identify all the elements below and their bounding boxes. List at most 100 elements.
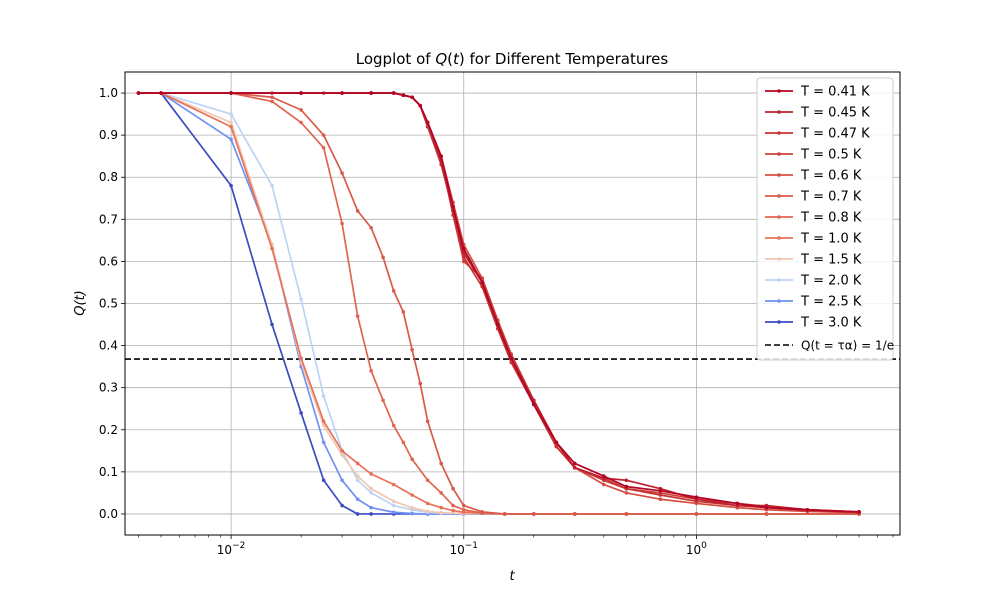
series-marker — [502, 512, 507, 516]
x-axis-label: t — [509, 569, 515, 584]
series-marker — [229, 91, 233, 95]
series-marker — [321, 133, 326, 137]
y-axis-ticks: 0.0 0.1 0.2 0.3 0.4 0.5 0.6 0.7 0.8 0.9 1.0 — [99, 86, 125, 521]
series-marker — [270, 99, 274, 104]
y-tick-label: 0.5 — [99, 297, 118, 311]
series-marker — [391, 423, 396, 428]
legend-label: T = 0.6 K — [800, 169, 862, 184]
y-tick-label: 0.4 — [99, 339, 118, 353]
legend-marker — [777, 236, 781, 240]
series-marker — [340, 449, 344, 453]
series-marker — [461, 259, 466, 264]
series-marker — [340, 221, 344, 226]
series-marker — [658, 489, 663, 493]
legend-marker — [777, 89, 781, 93]
y-tick-label: 0.3 — [99, 381, 118, 395]
series-marker — [391, 91, 396, 95]
series-line — [138, 92, 860, 515]
series-marker — [602, 474, 606, 478]
series-marker — [229, 183, 233, 188]
legend-label: T = 0.8 K — [800, 211, 862, 226]
series-marker — [410, 95, 414, 100]
plot-series — [136, 91, 861, 516]
legend-reference-label: Q(t = τα) = 1/e — [801, 339, 894, 353]
y-tick-label: 0.1 — [99, 465, 118, 479]
series-marker — [401, 93, 406, 97]
series-marker — [355, 461, 360, 466]
series-marker — [401, 440, 406, 445]
series-marker — [735, 501, 740, 506]
legend-label: T = 1.0 K — [800, 232, 862, 247]
series-marker — [270, 322, 274, 327]
series-marker — [410, 505, 414, 510]
legend-marker — [777, 299, 781, 303]
series-marker — [355, 478, 360, 483]
series-marker — [270, 95, 274, 100]
series-marker — [321, 478, 326, 483]
y-axis-label: Q(t) — [73, 290, 88, 315]
series-marker — [321, 394, 326, 398]
series-marker — [229, 124, 233, 129]
series-marker — [572, 512, 577, 516]
legend-label: T = 0.45 K — [800, 106, 870, 121]
series-marker — [369, 91, 373, 95]
series-marker — [391, 499, 396, 504]
legend-item-reference: Q(t = τα) = 1/e — [765, 339, 894, 353]
legend-item: T = 0.7 K — [765, 190, 862, 205]
legend-item: T = 1.0 K — [765, 232, 862, 247]
series-marker — [270, 183, 274, 188]
series-marker — [480, 510, 484, 514]
x-tick-label: 100 — [686, 541, 707, 557]
legend-item: T = 2.5 K — [765, 295, 862, 310]
series-marker — [229, 120, 233, 125]
legend-label: T = 0.41 K — [800, 85, 870, 100]
legend-item: T = 0.45 K — [765, 106, 870, 121]
series-marker — [381, 398, 385, 403]
y-tick-label: 0.6 — [99, 254, 118, 268]
series-marker — [369, 225, 373, 230]
series-marker — [624, 491, 629, 495]
series-marker — [451, 204, 455, 209]
legend-label: T = 3.0 K — [800, 316, 862, 331]
series-marker — [299, 297, 303, 302]
legend-marker — [777, 257, 781, 261]
series-marker — [764, 505, 769, 510]
series-marker — [369, 486, 373, 491]
series-marker — [401, 310, 406, 314]
legend-label: T = 0.47 K — [800, 127, 870, 142]
legend-label: T = 2.0 K — [800, 274, 862, 289]
series-marker — [658, 493, 663, 497]
series-marker — [531, 402, 536, 407]
x-tick-base: 10 — [449, 543, 464, 557]
y-tick-label: 0.8 — [99, 170, 118, 184]
legend-item: T = 1.5 K — [765, 253, 862, 268]
series-marker — [369, 369, 373, 373]
legend-item: T = 0.41 K — [765, 85, 870, 100]
series-marker — [425, 509, 430, 514]
y-tick-label: 0.0 — [99, 507, 118, 521]
series-marker — [340, 503, 344, 508]
legend-marker — [777, 278, 781, 282]
series-marker — [369, 491, 373, 495]
series-marker — [451, 503, 455, 508]
series-marker — [340, 91, 344, 95]
legend-marker — [777, 194, 781, 198]
series-marker — [425, 419, 430, 424]
series-marker — [381, 255, 385, 259]
legend-marker — [777, 173, 781, 177]
x-axis-ticks: 10−2 10−1 100 — [138, 535, 894, 557]
legend-marker — [777, 131, 781, 135]
series-marker — [321, 440, 326, 445]
series-marker — [764, 512, 769, 516]
series-marker — [425, 501, 430, 506]
series-marker — [391, 482, 396, 487]
y-tick-label: 0.2 — [99, 423, 118, 437]
series-marker — [439, 461, 443, 466]
series-marker — [509, 356, 514, 361]
legend: T = 0.41 K T = 0.45 K T = 0.47 K T = 0.5 K T… — [756, 77, 894, 361]
series-marker — [805, 507, 810, 512]
series-marker — [391, 503, 396, 508]
series-marker — [321, 423, 326, 428]
series-marker — [495, 322, 500, 327]
